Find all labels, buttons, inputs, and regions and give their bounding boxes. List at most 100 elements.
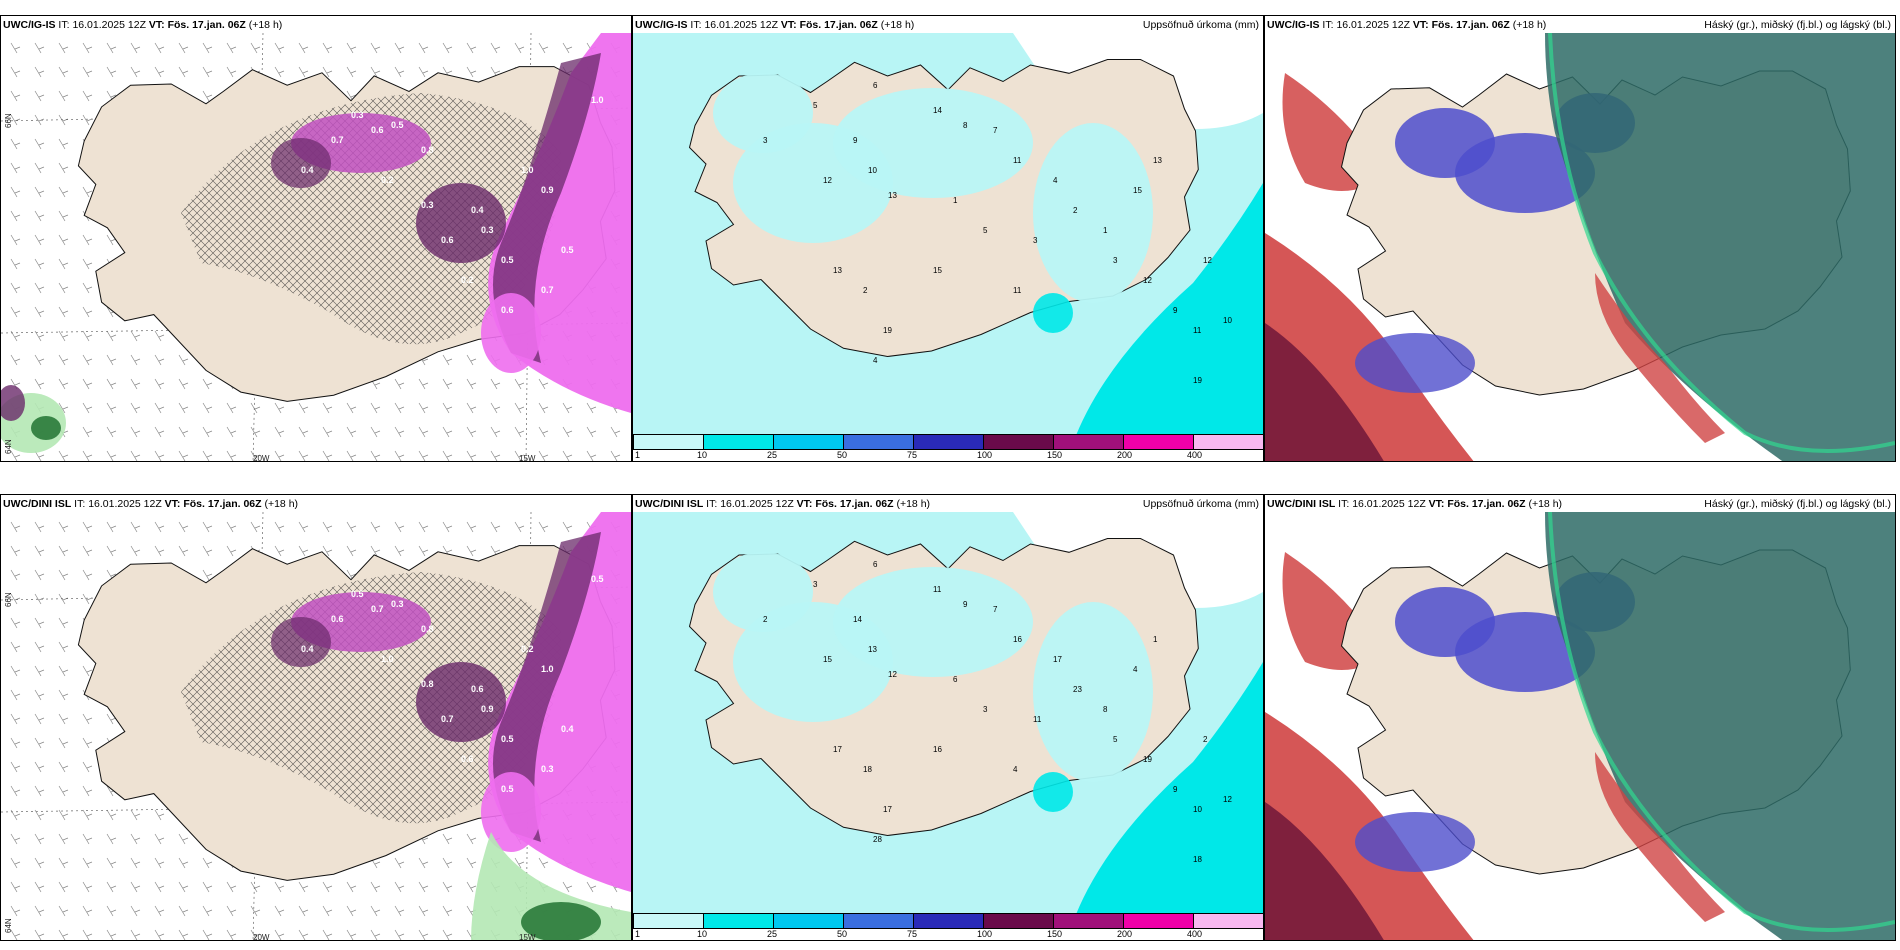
cloud-label: Háský (gr.), miðský (fj.bl.) og lágský (… [1704,498,1891,510]
panel-cloud-row1: UWC/IG-IS IT: 16.01.2025 12Z VT: Fös. 17… [1264,15,1896,462]
lat-label: 64N [4,918,13,933]
snowfall-value: 0.9 [541,185,554,195]
precip-value: 2 [1073,206,1078,215]
snowfall-value: 0.5 [391,120,404,130]
precip-value: 12 [1223,795,1232,804]
lead-time: (+18 h) [896,498,931,510]
init-time: 16.01.2025 12Z [1352,498,1426,510]
precip-value: 1 [1103,226,1108,235]
panel-cloud-row2: UWC/DINI ISL IT: 16.01.2025 12Z VT: Fös.… [1264,494,1896,941]
colorbar-swatch [843,913,914,929]
wind-snow-map[interactable]: 0.3 0.6 0.7 0.4 0.5 0.8 1.0 0.9 0.3 0.5 0.2 0.6 0.5 0… [1,33,631,462]
precip-value: 16 [1013,635,1022,644]
precip-area [1033,602,1153,782]
precip-map[interactable]: 6231413151211971617238541210129181916171… [633,512,1263,922]
snowfall-value: 1.0 [591,95,604,105]
snowfall-value: 0.7 [541,285,554,295]
snowfall-value: 0.9 [481,704,494,714]
cloud-edge [1548,512,1895,932]
lon-label: 15W [519,454,536,462]
snowfall-value: 1.0 [541,664,554,674]
cloud-edge [1548,33,1895,453]
precip-value: 3 [763,136,768,145]
snow-area [1,385,25,421]
lat-label: 64N [4,439,13,454]
precip-value: 17 [833,745,842,754]
precip-value: 23 [1073,685,1082,694]
snowfall-value: 0.2 [521,644,534,654]
precip-value: 11 [1033,715,1042,724]
colorbar-tick-label: 50 [837,450,848,460]
precip-value: 10 [868,166,877,175]
snowfall-value: 0.8 [421,145,434,155]
precip-value: 11 [1013,156,1022,165]
snowfall-value: 0.4 [471,205,484,215]
panel-title: UWC/IG-IS IT: 16.01.2025 12Z VT: Fös. 17… [3,17,629,33]
precip-value: 11 [933,585,942,594]
precip-value: 15 [933,266,942,275]
colorbar-swatch [1123,913,1194,929]
colorbar-swatch [1193,913,1263,929]
colorbar-tick-label: 10 [697,450,708,460]
low-cloud [1595,752,1725,922]
snowfall-value: 0.4 [301,644,314,654]
precip-value: 15 [823,655,832,664]
init-time: 16.01.2025 12Z [1336,19,1410,31]
colorbar-swatch [983,434,1054,450]
colorbar-tick-label: 10 [697,929,708,939]
precip-value: 17 [883,805,892,814]
colorbar-tick-label: 100 [977,450,993,460]
cloud-map[interactable] [1265,512,1895,941]
panel-title: UWC/DINI ISL IT: 16.01.2025 12Z VT: Fös.… [1267,496,1893,512]
snow-area [271,617,331,667]
precip-value: 14 [853,615,862,624]
precip-area [713,552,813,632]
precip-value: 1 [953,196,958,205]
snowfall-value: 0.5 [591,574,604,584]
precip-area [1033,123,1153,303]
colorbar-swatch [703,913,774,929]
precip-value: 19 [883,326,892,335]
precip-value: 13 [888,191,897,200]
snowfall-value: 0.2 [381,175,394,185]
snowfall-value: 0.6 [501,305,514,315]
precip-value: 4 [1013,765,1018,774]
lat-label: 66N [4,592,13,607]
precip-value: 2 [1203,735,1208,744]
lead-time: (+18 h) [880,19,915,31]
precip-area [1033,293,1073,333]
snowfall-value: 0.4 [301,165,314,175]
panel-title: UWC/IG-IS IT: 16.01.2025 12Z VT: Fös. 17… [1267,17,1893,33]
lead-time: (+18 h) [264,498,299,510]
precip-map[interactable]: 6359101213148711421315131211109191215191… [633,33,1263,443]
snowfall-value: 0.4 [561,724,574,734]
colorbar-swatch [1123,434,1194,450]
precip-value: 12 [1203,256,1212,265]
init-prefix: IT: [706,498,718,510]
snowfall-value: 0.2 [461,275,474,285]
valid-prefix: VT: [164,498,181,510]
colorbar-tick-label: 200 [1117,929,1133,939]
snow-area [481,293,541,373]
wind-snow-map[interactable]: 0.5 0.7 0.6 0.4 0.3 0.8 0.2 1.0 0.9 0.5 0.6 0.7 0.4 0… [1,512,631,941]
init-time: 16.01.2025 12Z [72,19,146,31]
init-prefix: IT: [1322,19,1334,31]
snow-area [416,662,506,742]
precip-value: 15 [1133,186,1142,195]
panel-wind-snow-row2: UWC/DINI ISL IT: 16.01.2025 12Z VT: Fös.… [0,494,632,941]
snowfall-value: 0.3 [391,599,404,609]
precip-value: 9 [963,600,968,609]
precip-value: 8 [1103,705,1108,714]
high-cloud [1545,512,1895,940]
precip-value: 1 [1153,635,1158,644]
precip-value: 3 [813,580,818,589]
mid-cloud [1355,812,1475,872]
colorbar-swatch [773,913,844,929]
high-cloud [1545,33,1895,461]
cloud-map[interactable] [1265,33,1895,462]
mid-cloud [1455,133,1595,213]
valid-prefix: VT: [148,19,165,31]
precip-value: 9 [1173,785,1178,794]
snowfall-value: 0.7 [331,135,344,145]
precip-value: 2 [763,615,768,624]
